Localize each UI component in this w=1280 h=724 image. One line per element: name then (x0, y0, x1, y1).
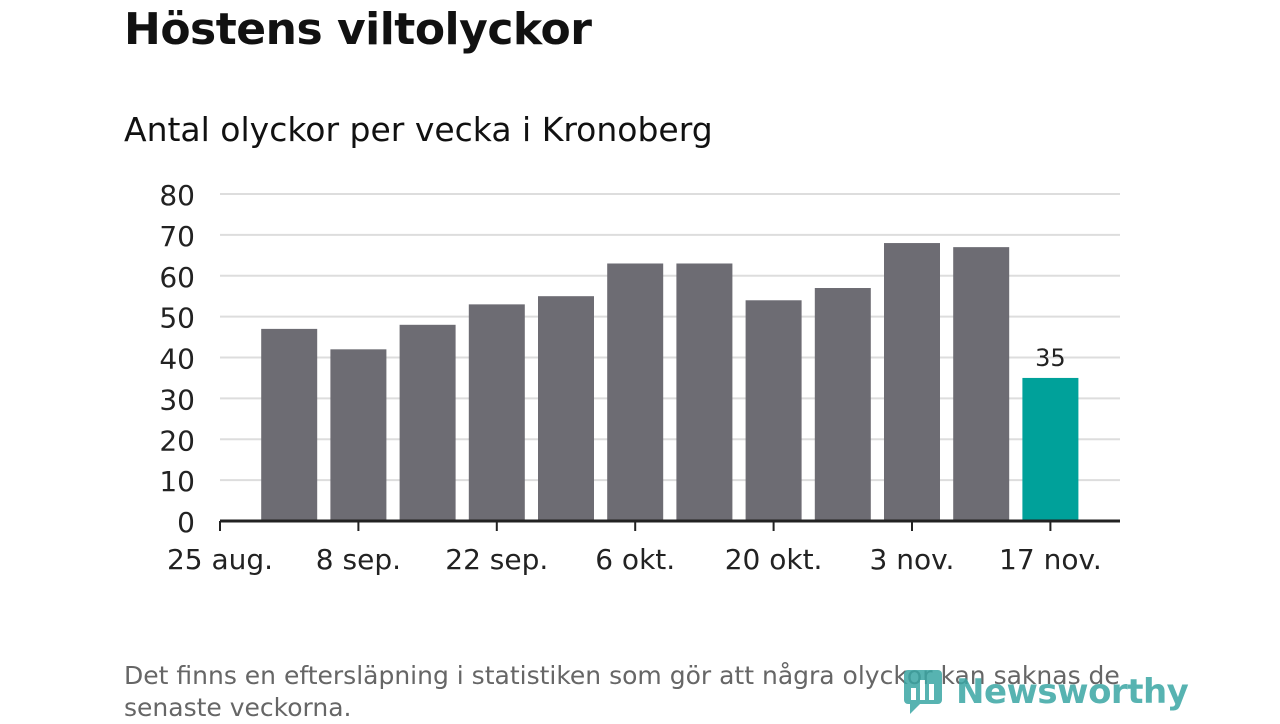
bars (261, 243, 1079, 522)
y-axis-ticks: 0 10 20 30 40 50 60 70 80 (159, 179, 195, 539)
x-tick-label: 25 aug. (167, 543, 273, 576)
y-tick-label: 30 (159, 383, 195, 416)
y-tick-label: 70 (159, 220, 195, 253)
y-tick-label: 0 (177, 506, 195, 539)
brand-logo: Newsworthy (902, 668, 1189, 716)
x-tick-label: 22 sep. (445, 543, 548, 576)
bar-20-okt (745, 300, 802, 521)
x-tick-label: 8 sep. (316, 543, 401, 576)
y-tick-label: 10 (159, 465, 195, 498)
bar-1-sep (261, 328, 318, 521)
bar-27-okt (814, 288, 871, 521)
x-tick-label: 3 nov. (870, 543, 955, 576)
bar-29-sep (538, 296, 594, 521)
bar-6-okt (607, 263, 664, 521)
chart-title: Höstens viltolyckor (124, 4, 592, 55)
bar-10-nov (953, 247, 1010, 521)
bar-3-nov (884, 243, 940, 522)
data-labels: 35 (1035, 344, 1066, 372)
y-tick-label: 40 (159, 343, 195, 376)
x-tick-label: 17 nov. (999, 543, 1102, 576)
bar-22-sep (468, 304, 525, 521)
newsworthy-logo-icon (904, 670, 942, 714)
y-tick-label: 60 (159, 261, 195, 294)
y-tick-label: 80 (159, 179, 195, 212)
bar-15-sep (399, 324, 456, 521)
x-axis-ticks: 25 aug. 8 sep. 22 sep. 6 okt. 20 okt. 3 nov. 1… (167, 521, 1102, 576)
y-tick-label: 20 (159, 424, 195, 457)
chart-subtitle: Antal olyckor per vecka i Kronoberg (124, 110, 713, 149)
brand-name: Newsworthy (956, 672, 1189, 712)
bar-13-okt (676, 263, 733, 521)
x-tick-label: 20 okt. (725, 543, 823, 576)
bar-8-sep (330, 349, 387, 521)
footnote: Det finns en eftersläpning i statistiken… (124, 661, 1120, 722)
y-tick-label: 50 (159, 302, 195, 335)
data-label: 35 (1035, 344, 1066, 372)
bar-17-nov (1022, 377, 1079, 521)
bar-chart: 0 10 20 30 40 50 60 70 80 35 25 aug. 8 sep. 22 sep… (159, 179, 1120, 576)
x-tick-label: 6 okt. (595, 543, 675, 576)
